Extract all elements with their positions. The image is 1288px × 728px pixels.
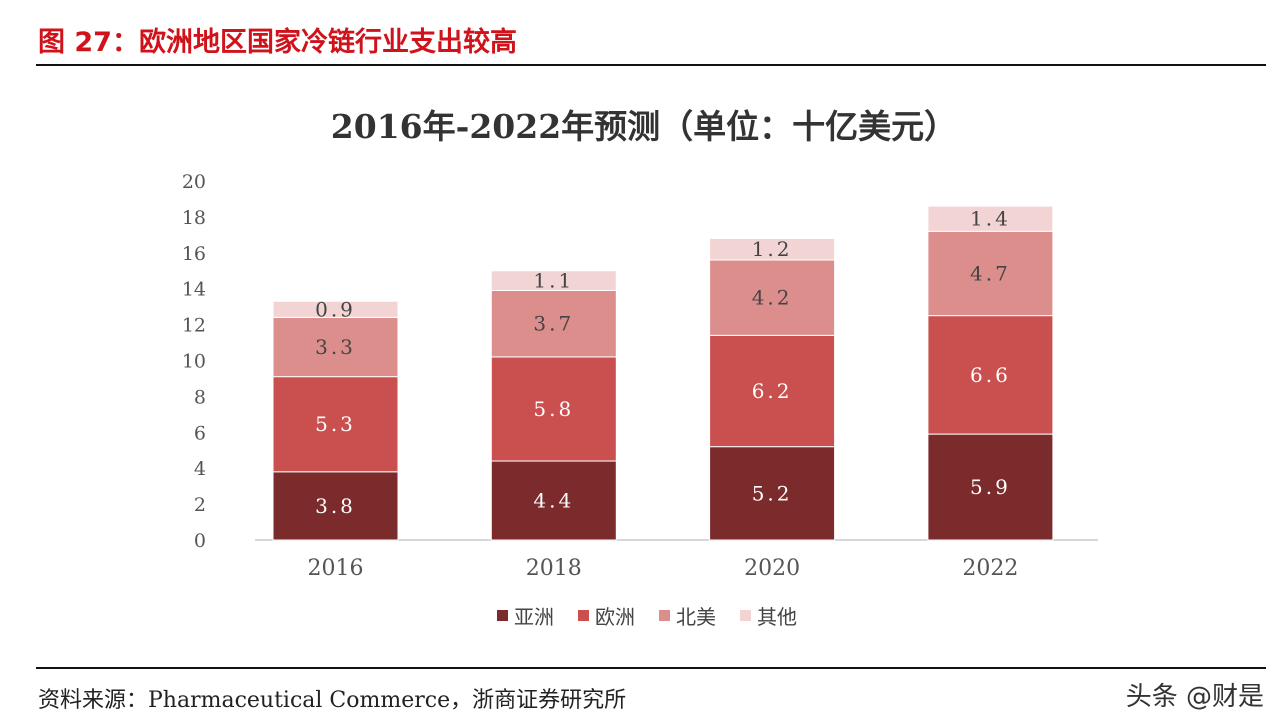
data-label: 4.4 bbox=[533, 489, 574, 513]
legend-label: 北美 bbox=[676, 605, 716, 629]
legend-swatch bbox=[740, 610, 751, 621]
bar-segment bbox=[709, 334, 836, 448]
data-label: 1.1 bbox=[533, 269, 574, 293]
data-label: 1.4 bbox=[970, 207, 1011, 231]
data-label: 0.9 bbox=[315, 297, 356, 321]
bar-segment bbox=[490, 460, 617, 541]
bar-segment bbox=[927, 205, 1054, 232]
bar-segment bbox=[927, 433, 1054, 541]
bar-segment bbox=[927, 315, 1054, 435]
bar-segment bbox=[272, 376, 399, 473]
bar-segment bbox=[490, 270, 617, 291]
data-label: 3.8 bbox=[315, 494, 356, 518]
chart-title: 2016年-2022年预测（单位：十亿美元） bbox=[330, 107, 958, 146]
data-label: 5.8 bbox=[533, 397, 574, 421]
y-tick-label: 12 bbox=[182, 315, 206, 337]
legend-swatch bbox=[497, 610, 508, 621]
data-label: 5.9 bbox=[970, 475, 1011, 499]
bar-segment bbox=[709, 446, 836, 541]
footer-rule bbox=[36, 667, 1266, 669]
y-tick-label: 8 bbox=[194, 386, 206, 408]
bar-segment bbox=[490, 356, 617, 462]
legend-swatch bbox=[659, 610, 670, 621]
y-tick-label: 10 bbox=[182, 351, 206, 373]
data-label: 4.2 bbox=[752, 286, 793, 310]
y-tick-label: 2 bbox=[194, 494, 206, 516]
y-tick-label: 20 bbox=[182, 171, 206, 193]
y-tick-label: 16 bbox=[182, 243, 206, 265]
data-label: 5.3 bbox=[315, 412, 356, 436]
data-label: 1.2 bbox=[752, 237, 793, 261]
y-tick-label: 14 bbox=[182, 279, 206, 301]
data-label: 6.2 bbox=[752, 379, 793, 403]
y-tick-label: 6 bbox=[194, 422, 206, 444]
legend-label: 亚洲 bbox=[514, 605, 554, 629]
bar-segment bbox=[272, 300, 399, 318]
x-tick-label: 2018 bbox=[526, 556, 582, 581]
bar-segment bbox=[709, 259, 836, 336]
x-tick-label: 2020 bbox=[744, 556, 800, 581]
bar-segment bbox=[272, 316, 399, 378]
bar-segment bbox=[927, 230, 1054, 317]
data-label: 6.6 bbox=[970, 363, 1011, 387]
x-tick-label: 2022 bbox=[962, 556, 1018, 581]
watermark: 头条 @财是 bbox=[1125, 682, 1264, 712]
data-label: 3.3 bbox=[315, 335, 356, 359]
bar-segment bbox=[490, 289, 617, 358]
y-tick-label: 4 bbox=[194, 458, 206, 480]
bar-segment bbox=[709, 237, 836, 261]
y-tick-label: 0 bbox=[194, 530, 206, 552]
data-label: 4.7 bbox=[970, 261, 1011, 285]
legend-label: 其他 bbox=[757, 605, 797, 629]
data-label: 3.7 bbox=[533, 312, 574, 336]
y-tick-label: 18 bbox=[182, 207, 206, 229]
source-note: 资料来源：Pharmaceutical Commerce，浙商证券研究所 bbox=[38, 688, 627, 713]
legend-label: 欧洲 bbox=[595, 605, 635, 629]
figure-title: 图 27：欧洲地区国家冷链行业支出较高 bbox=[38, 27, 517, 58]
data-label: 5.2 bbox=[752, 481, 793, 505]
legend-swatch bbox=[578, 610, 589, 621]
header-rule bbox=[36, 64, 1266, 66]
x-tick-label: 2016 bbox=[308, 556, 364, 581]
